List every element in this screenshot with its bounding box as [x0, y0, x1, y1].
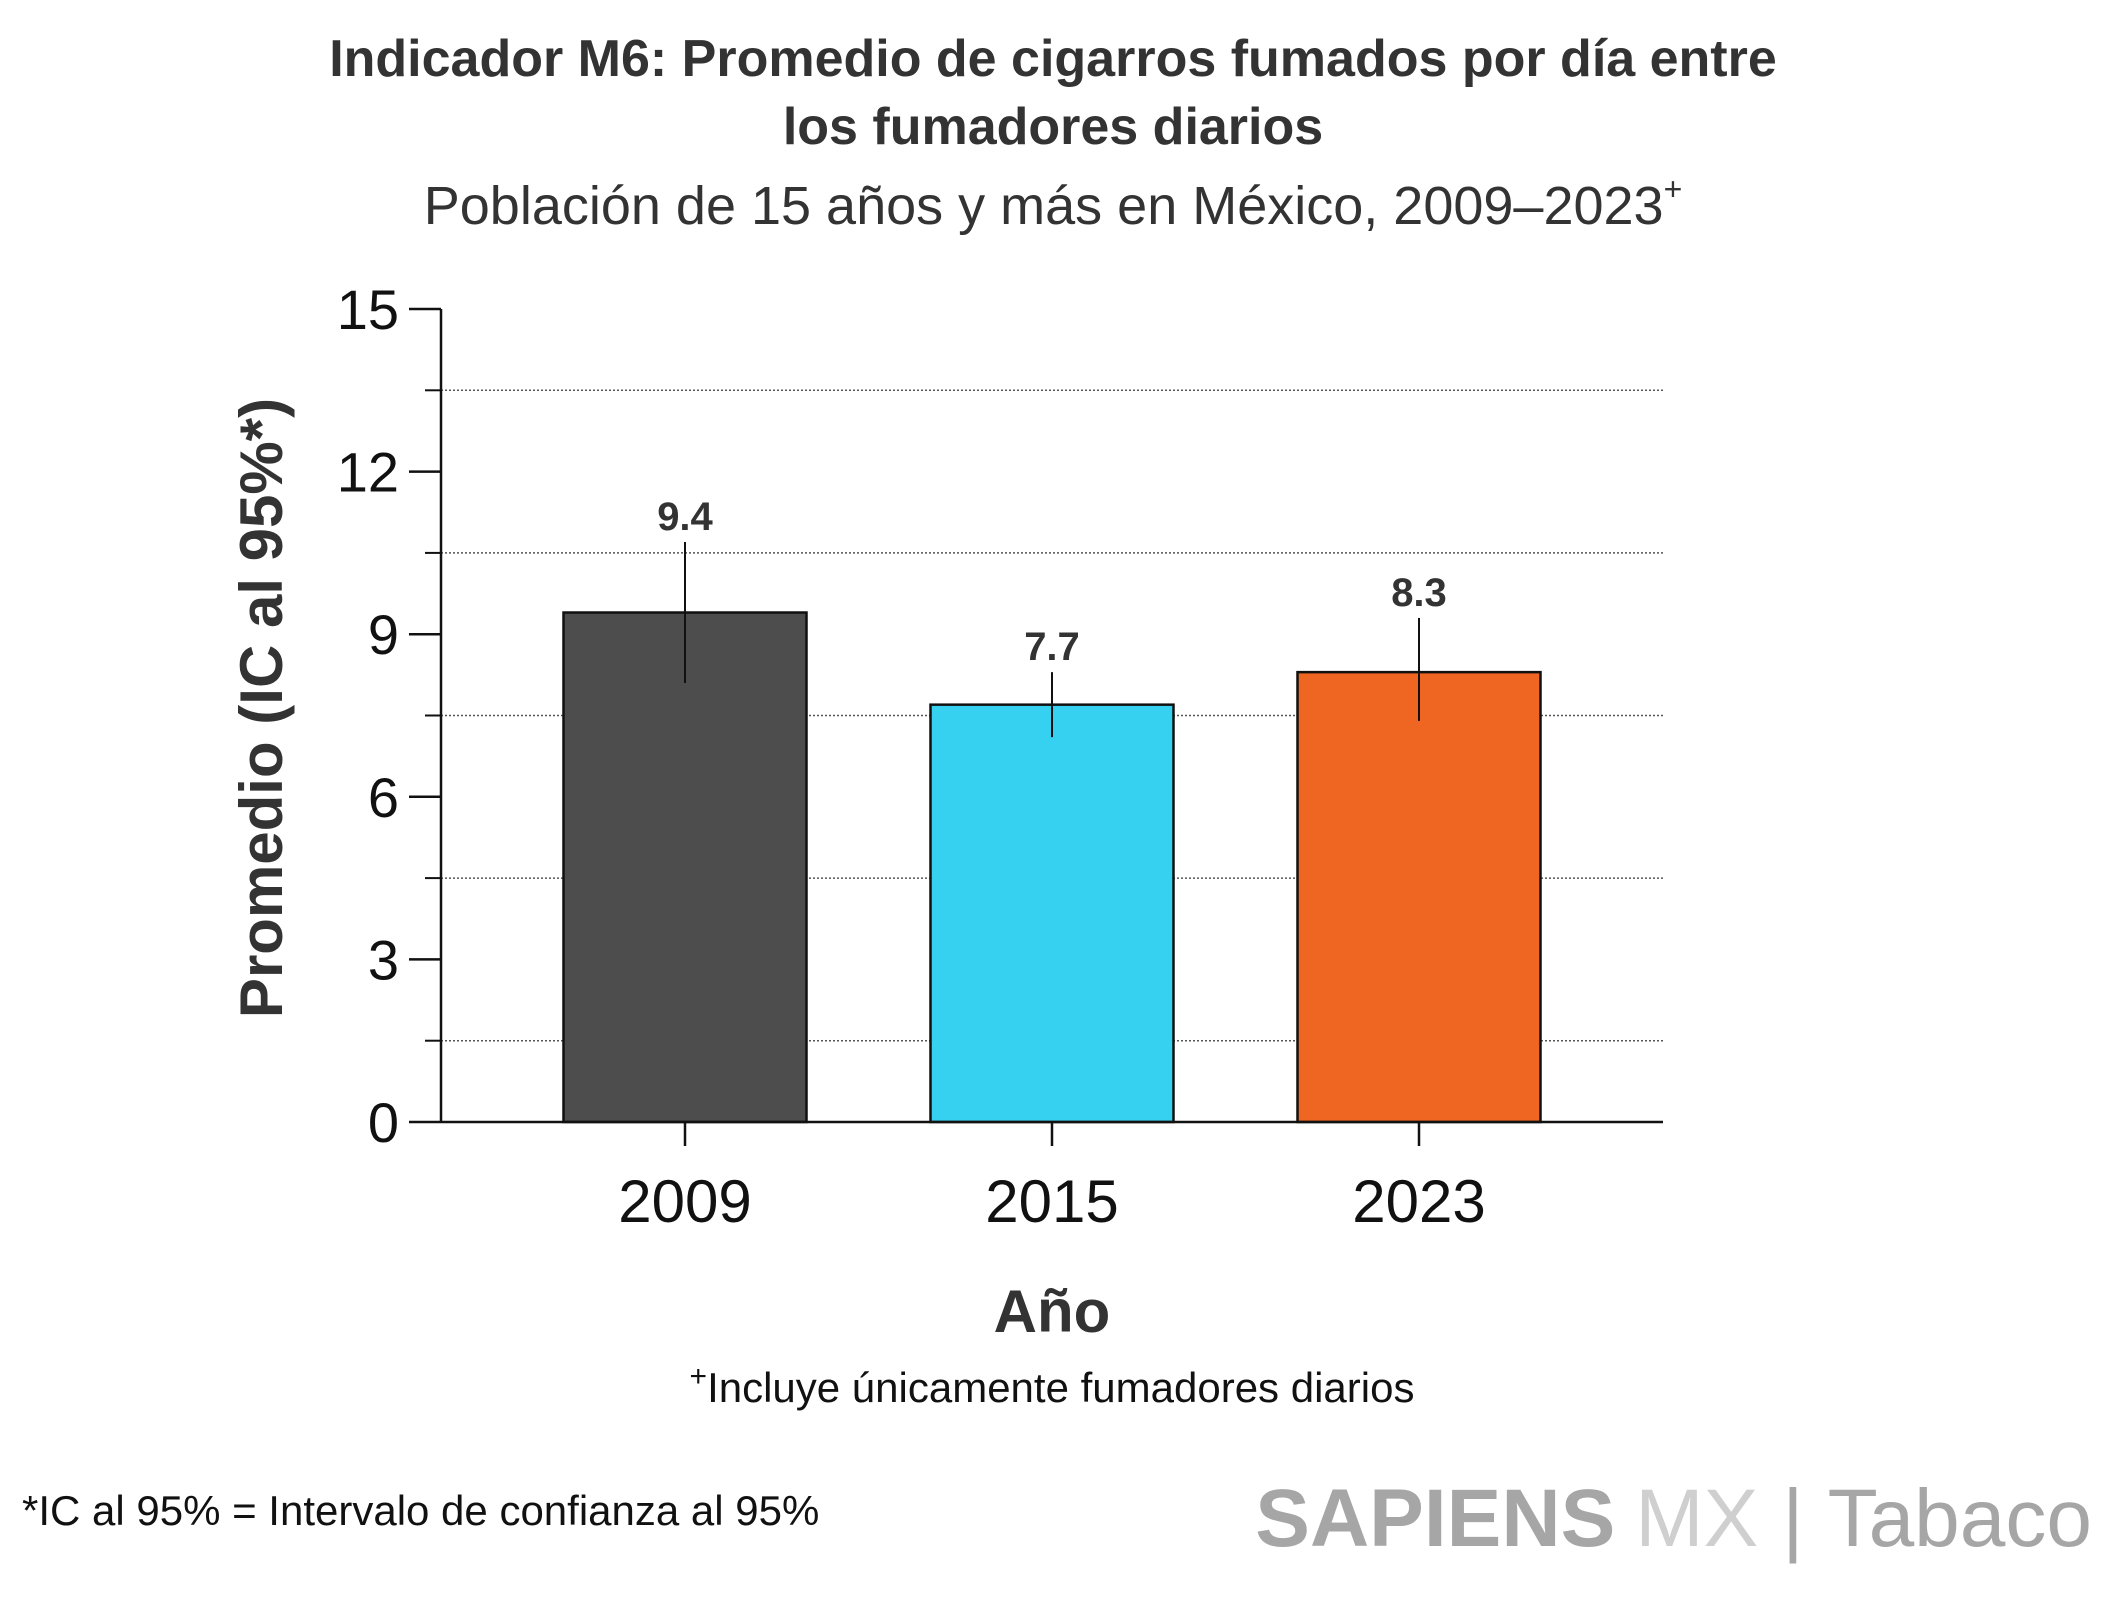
- logo-section: Tabaco: [1828, 1473, 2092, 1564]
- y-tick-label: 0: [368, 1091, 399, 1154]
- ci-note: *IC al 95% = Intervalo de confianza al 9…: [22, 1487, 819, 1534]
- footnote-mark: +: [690, 1360, 708, 1393]
- logo-separator: |: [1782, 1473, 1803, 1564]
- sapiens-logo: SAPIENS MX | Tabaco: [1255, 1473, 2092, 1564]
- x-axis-label: Año: [994, 1278, 1111, 1345]
- subtitle-text: Población de 15 años y más en México, 20…: [424, 176, 1664, 236]
- bar-2023: [1296, 670, 1542, 1124]
- bars: 9.4 7.7 8.3: [562, 495, 1542, 1124]
- bar-2009: [562, 611, 808, 1124]
- data-label-2023: 8.3: [1391, 571, 1447, 615]
- data-label-2009: 9.4: [657, 495, 713, 539]
- x-tick-label: 2009: [618, 1168, 751, 1235]
- y-tick-label: 6: [368, 766, 399, 829]
- subtitle-mark: +: [1664, 171, 1683, 207]
- data-label-2015: 7.7: [1024, 625, 1080, 669]
- y-tick-label: 9: [368, 603, 399, 666]
- y-tick-label: 3: [368, 928, 399, 991]
- chart-title-line-2: los fumadores diarios: [783, 98, 1323, 156]
- chart-subtitle: Población de 15 años y más en México, 20…: [424, 171, 1683, 236]
- y-tick-label: 12: [337, 441, 399, 504]
- x-tick-label: 2015: [985, 1168, 1118, 1235]
- logo-bold: SAPIENS: [1255, 1473, 1615, 1564]
- chart-title-line-1: Indicador M6: Promedio de cigarros fumad…: [329, 30, 1777, 88]
- y-tick-label: 15: [337, 278, 399, 341]
- bar-2015: [929, 703, 1175, 1124]
- footnote-text: Incluye únicamente fumadores diarios: [707, 1364, 1414, 1411]
- footnote: +Incluye únicamente fumadores diarios: [690, 1360, 1415, 1411]
- logo-light: MX: [1635, 1473, 1758, 1564]
- y-axis-label: Promedio (IC al 95%*): [228, 398, 295, 1018]
- axes: 0 3 6 9 12 15 2009 2015 2023: [337, 278, 1663, 1235]
- x-tick-label: 2023: [1352, 1168, 1485, 1235]
